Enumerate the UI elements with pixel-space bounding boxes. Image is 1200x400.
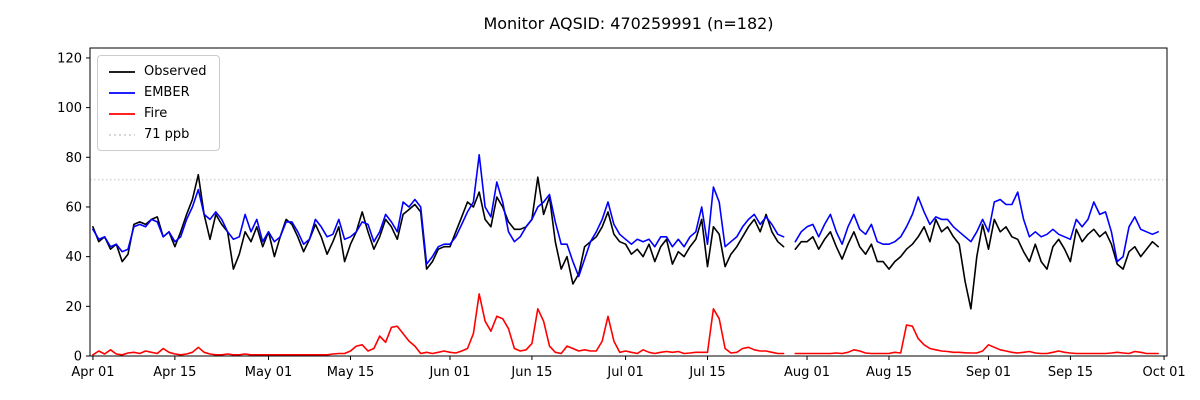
legend-label: 71 ppb [144, 127, 190, 142]
left-mask [0, 0, 90, 400]
right-mask [1167, 0, 1200, 400]
y-tick-label: 0 [74, 350, 82, 365]
x-tick-label: Jun 15 [510, 365, 552, 380]
x-tick-label: May 15 [327, 365, 375, 380]
legend-label: Observed [144, 64, 207, 79]
legend-label: EMBER [144, 85, 190, 100]
x-tick-label: Jul 15 [688, 365, 725, 380]
y-tick-label: 80 [65, 151, 82, 166]
x-tick-label: Sep 01 [966, 365, 1011, 380]
legend: Observed EMBER Fire 71 ppb [97, 55, 220, 151]
x-tick-label: Jun 01 [428, 365, 470, 380]
axes-box [89, 47, 1168, 357]
legend-item-observed: Observed [108, 63, 207, 80]
y-tick-label: 40 [65, 250, 82, 265]
chart-title: Monitor AQSID: 470259991 (n=182) [483, 14, 774, 33]
x-tick-label: Jul 01 [606, 365, 643, 380]
y-tick-label: 20 [65, 300, 82, 315]
legend-item-ember: EMBER [108, 84, 207, 101]
legend-swatch [109, 91, 135, 94]
x-tick-label: Apr 15 [153, 365, 196, 380]
legend-item-71-ppb: 71 ppb [108, 126, 207, 143]
series-line-fire [92, 293, 1159, 356]
legend-swatch [109, 70, 135, 73]
series-line-observed [92, 173, 1159, 310]
x-tick-label: Sep 15 [1048, 365, 1093, 380]
x-tick-label: May 01 [245, 365, 293, 380]
x-tick-label: Oct 01 [1142, 365, 1185, 380]
legend-item-fire: Fire [108, 105, 207, 122]
y-tick-label: 60 [65, 200, 82, 215]
legend-swatch [109, 133, 135, 136]
y-tick-label: 120 [57, 51, 82, 66]
x-tick-label: Aug 01 [784, 365, 830, 380]
series-line-ember [92, 154, 1159, 278]
legend-swatch [109, 112, 135, 115]
legend-label: Fire [144, 106, 168, 121]
x-tick-label: Aug 15 [866, 365, 912, 380]
x-tick-label: Apr 01 [71, 365, 114, 380]
y-tick-label: 100 [57, 101, 82, 116]
